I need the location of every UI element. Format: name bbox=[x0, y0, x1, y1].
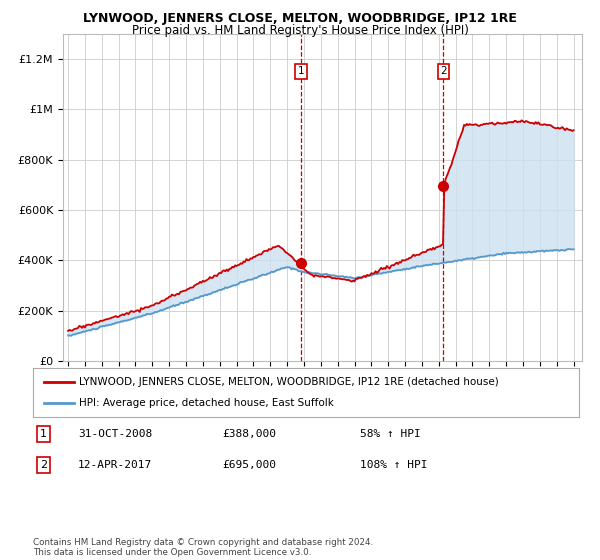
Text: 2: 2 bbox=[40, 460, 47, 470]
Text: 2: 2 bbox=[440, 67, 447, 76]
Text: LYNWOOD, JENNERS CLOSE, MELTON, WOODBRIDGE, IP12 1RE (detached house): LYNWOOD, JENNERS CLOSE, MELTON, WOODBRID… bbox=[79, 377, 499, 387]
Text: Price paid vs. HM Land Registry's House Price Index (HPI): Price paid vs. HM Land Registry's House … bbox=[131, 24, 469, 37]
Text: LYNWOOD, JENNERS CLOSE, MELTON, WOODBRIDGE, IP12 1RE: LYNWOOD, JENNERS CLOSE, MELTON, WOODBRID… bbox=[83, 12, 517, 25]
Text: HPI: Average price, detached house, East Suffolk: HPI: Average price, detached house, East… bbox=[79, 398, 334, 408]
Text: 58% ↑ HPI: 58% ↑ HPI bbox=[360, 429, 421, 439]
Text: 12-APR-2017: 12-APR-2017 bbox=[78, 460, 152, 470]
Text: £695,000: £695,000 bbox=[222, 460, 276, 470]
Text: £388,000: £388,000 bbox=[222, 429, 276, 439]
Text: 1: 1 bbox=[40, 429, 47, 439]
Text: 1: 1 bbox=[298, 67, 304, 76]
Text: Contains HM Land Registry data © Crown copyright and database right 2024.
This d: Contains HM Land Registry data © Crown c… bbox=[33, 538, 373, 557]
Text: 31-OCT-2008: 31-OCT-2008 bbox=[78, 429, 152, 439]
Text: 108% ↑ HPI: 108% ↑ HPI bbox=[360, 460, 427, 470]
